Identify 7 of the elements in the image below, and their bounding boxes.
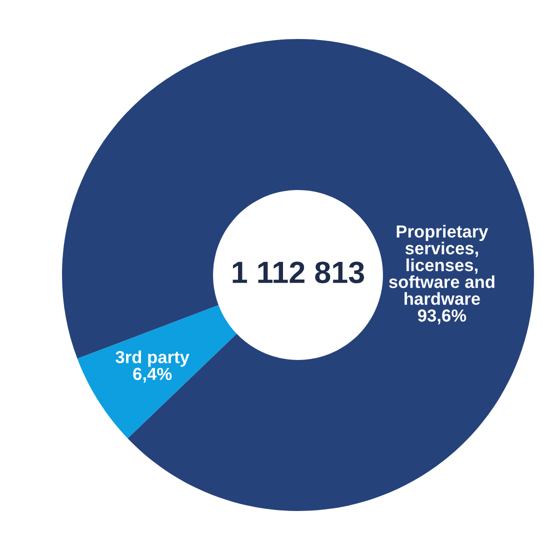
slice-label: Proprietary services, licenses, software and hardware (389, 224, 494, 305)
data-label: 93,6% (418, 309, 466, 324)
text: 1 112 813 (232, 262, 364, 284)
donut-slice (77, 305, 237, 438)
data-label: 6,4% (133, 368, 172, 383)
slice-label: 3rd party (116, 350, 190, 367)
donut-slice (62, 39, 534, 511)
